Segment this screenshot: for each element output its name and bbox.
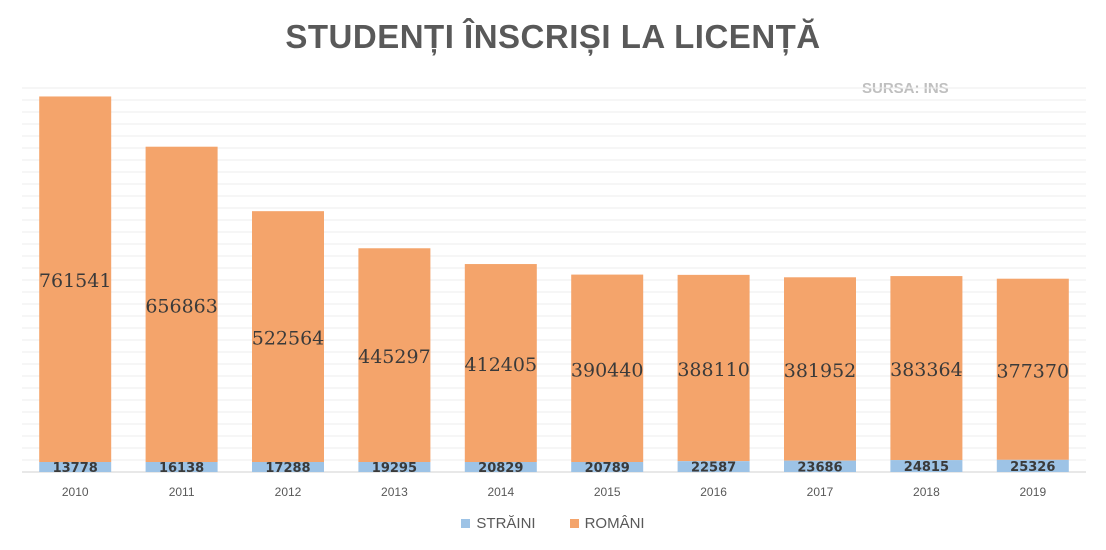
legend-item-romani: ROMÂNI <box>569 515 645 532</box>
data-label-romani-2012: 522564 <box>252 328 325 350</box>
data-label-straini-2011: 16138 <box>159 461 204 476</box>
bar-straini-2015 <box>571 462 644 472</box>
bar-romani-2015 <box>571 274 644 462</box>
data-label-romani-2011: 656863 <box>145 295 218 317</box>
data-label-romani-2014: 412405 <box>465 354 538 376</box>
data-label-straini-2015: 20789 <box>585 461 630 476</box>
data-label-romani-2015: 390440 <box>571 359 644 381</box>
legend: STRĂINI ROMÂNI <box>0 515 1106 532</box>
data-label-straini-2014: 20829 <box>478 461 523 476</box>
bar-straini-2013 <box>358 462 431 472</box>
bar-romani-2014 <box>464 264 537 462</box>
data-label-romani-2016: 388110 <box>677 359 750 381</box>
legend-swatch-romani <box>569 519 579 528</box>
bar-straini-2010 <box>39 462 112 472</box>
bar-straini-2016 <box>677 461 750 472</box>
data-label-romani-2010: 761541 <box>39 270 112 292</box>
bar-straini-2018 <box>890 460 963 472</box>
bar-romani-2011 <box>145 146 218 463</box>
bar-romani-2018 <box>890 276 963 461</box>
data-label-straini-2018: 24815 <box>904 460 949 475</box>
x-tick-label-2011: 2011 <box>169 485 195 499</box>
data-label-romani-2013: 445297 <box>358 346 431 368</box>
bar-straini-2019 <box>996 459 1069 472</box>
legend-item-straini: STRĂINI <box>461 515 536 532</box>
bar-romani-2016 <box>677 274 750 462</box>
legend-label-romani: ROMÂNI <box>584 515 645 532</box>
chart-title: STUDENȚI ÎNSCRIȘI LA LICENȚĂ <box>285 18 821 55</box>
data-label-romani-2017: 381952 <box>784 360 857 382</box>
bar-straini-2012 <box>252 462 324 472</box>
x-tick-label-2013: 2013 <box>381 485 408 499</box>
bar-straini-2011 <box>145 462 218 472</box>
bar-romani-2013 <box>358 248 431 462</box>
x-tick-label-2016: 2016 <box>700 485 727 499</box>
data-label-straini-2010: 13778 <box>53 461 98 476</box>
x-tick-label-2014: 2014 <box>487 485 514 499</box>
legend-label-straini: STRĂINI <box>476 515 536 532</box>
x-tick-label-2017: 2017 <box>807 485 834 499</box>
data-label-straini-2016: 22587 <box>691 461 736 476</box>
x-tick-label-2010: 2010 <box>62 485 89 499</box>
bar-romani-2010 <box>39 96 112 462</box>
bar-straini-2017 <box>784 460 856 472</box>
data-label-straini-2019: 25326 <box>1010 460 1055 475</box>
data-label-straini-2012: 17288 <box>265 461 310 476</box>
x-tick-label-2015: 2015 <box>594 485 621 499</box>
bar-straini-2014 <box>464 462 537 472</box>
bar-romani-2017 <box>784 277 856 461</box>
data-label-straini-2017: 23686 <box>797 460 842 475</box>
bar-romani-2012 <box>252 211 324 462</box>
x-tick-label-2018: 2018 <box>913 485 940 499</box>
x-tick-label-2012: 2012 <box>275 485 302 499</box>
data-label-straini-2013: 19295 <box>372 461 417 476</box>
x-tick-label-2019: 2019 <box>1019 485 1046 499</box>
legend-swatch-straini <box>461 519 471 528</box>
data-label-romani-2019: 377370 <box>997 360 1070 382</box>
bar-romani-2019 <box>996 278 1069 460</box>
data-label-romani-2018: 383364 <box>890 359 963 381</box>
